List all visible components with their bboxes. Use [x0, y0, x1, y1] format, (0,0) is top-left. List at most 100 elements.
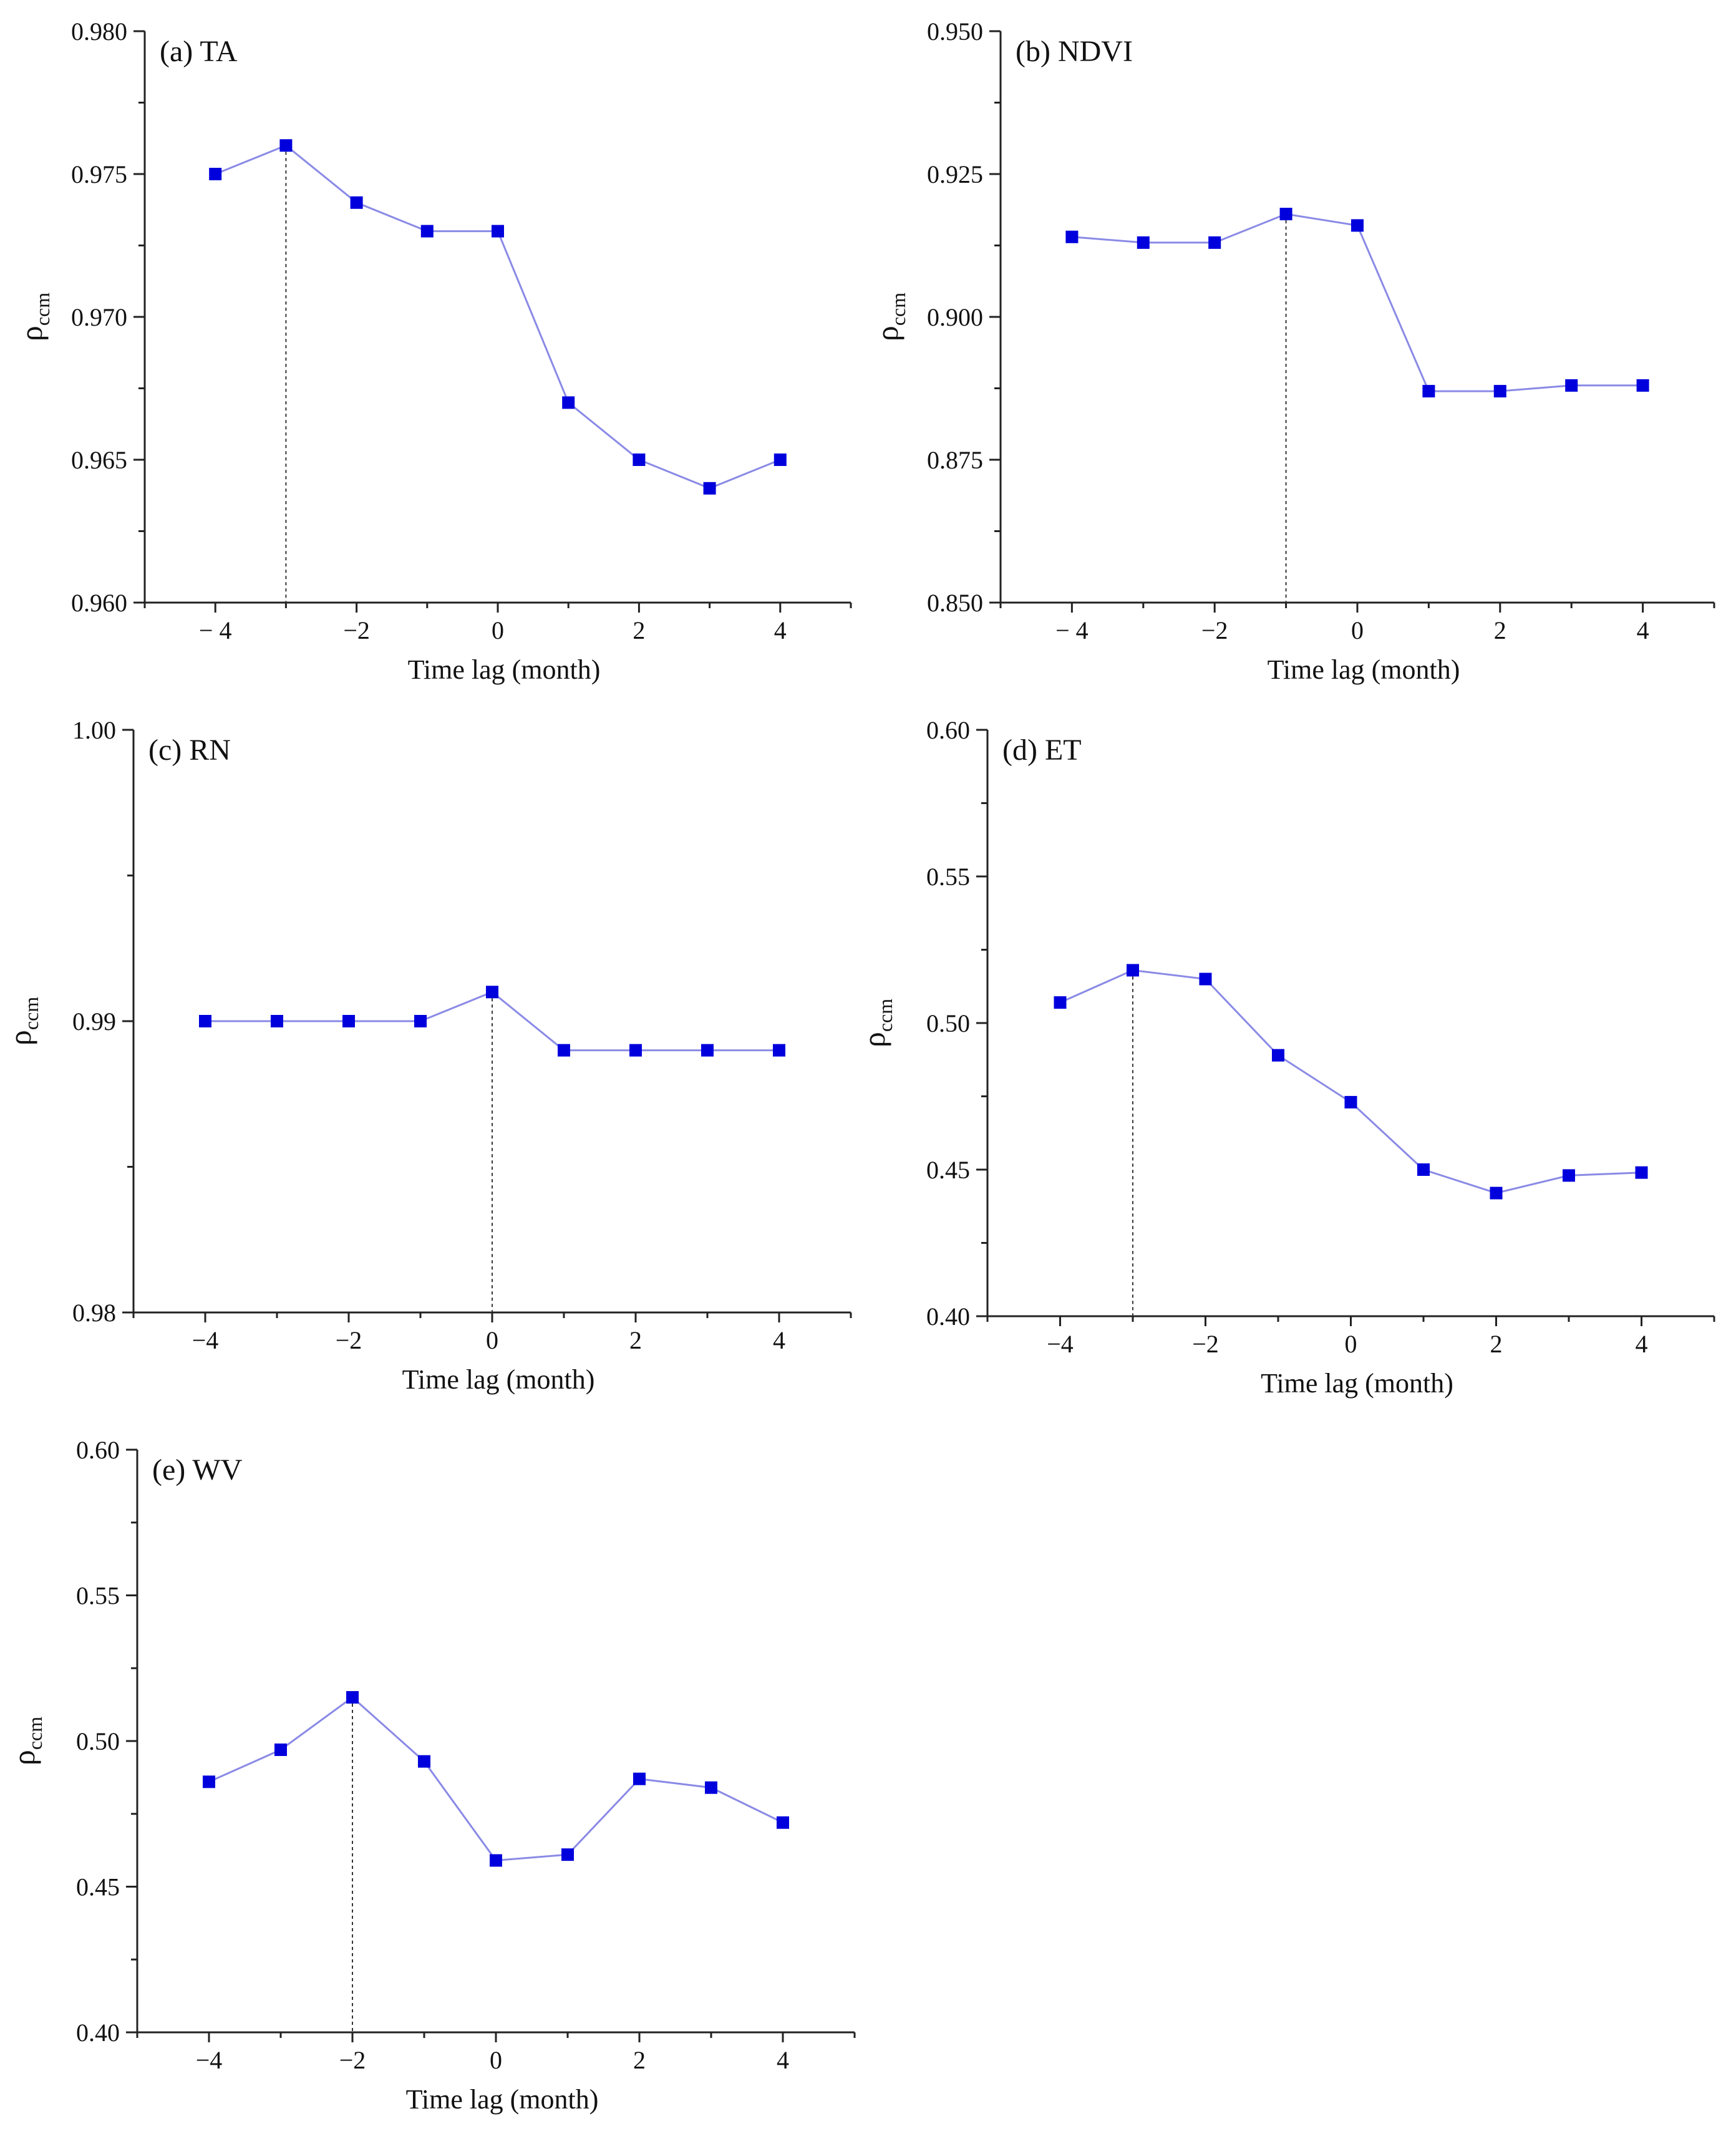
y-tick-label: 0.975 — [71, 160, 127, 188]
data-point — [418, 1755, 430, 1768]
series-line — [215, 144, 781, 490]
x-tick-label: 0 — [1345, 1330, 1357, 1358]
y-tick-label: 0.980 — [71, 17, 127, 46]
y-tick-label: 0.875 — [927, 446, 983, 474]
y-tick-label: 0.970 — [71, 303, 127, 331]
y-tick-label: 0.960 — [71, 589, 127, 617]
data-point — [562, 396, 575, 409]
data-point — [414, 1015, 427, 1027]
data-point — [1127, 964, 1139, 977]
y-tick-label: 0.40 — [76, 2019, 120, 2047]
y-tick-label: 0.60 — [76, 1436, 120, 1464]
data-point — [561, 1848, 574, 1861]
data-point — [420, 225, 434, 238]
x-tick-label: 0 — [490, 2046, 502, 2074]
y-axis-title: ρccm — [6, 1717, 46, 1765]
data-point — [1563, 1169, 1575, 1182]
y-tick-label: 0.50 — [926, 1009, 970, 1037]
chart-panel-e: −4 −2 0 2 4 0.40 0.45 0.50 0.55 0.60 Time lag (mon… — [6, 1436, 856, 2115]
chart-panel-b: − 4 −2 0 2 4 0.850 0.875 0.900 0.925 0.950 Time la… — [870, 17, 1715, 685]
y-axis-title-subscript: ccm — [887, 293, 909, 326]
data-point — [1344, 1095, 1357, 1108]
x-axis-title: Time lag (month) — [1261, 1368, 1453, 1399]
panel-title: (d) ET — [1002, 734, 1082, 767]
series-line — [1059, 969, 1642, 1195]
x-tick-label: 0 — [492, 616, 504, 644]
data-point — [203, 1775, 215, 1788]
y-axis-title-subscript: ccm — [20, 997, 42, 1030]
y-axis-title-subscript: ccm — [31, 293, 54, 326]
x-axis-title: Time lag (month) — [1268, 654, 1460, 685]
y-tick-label: 0.900 — [927, 303, 983, 331]
data-point — [777, 1816, 789, 1829]
data-point — [1635, 1166, 1648, 1179]
x-tick-label: −2 — [1201, 616, 1228, 644]
y-tick-label: 0.99 — [72, 1007, 116, 1036]
data-point — [271, 1015, 283, 1027]
data-point — [633, 1772, 646, 1785]
x-tick-label: 2 — [1490, 1330, 1503, 1358]
data-point — [558, 1044, 570, 1057]
x-tick-label: 2 — [1494, 616, 1506, 644]
y-axis-title-symbol: ρ — [14, 326, 49, 341]
panel-title: (c) RN — [148, 734, 231, 767]
y-tick-label: 0.45 — [76, 1873, 120, 1901]
x-tick-label: 2 — [629, 1326, 642, 1354]
data-point — [492, 225, 504, 238]
y-axis-title-symbol: ρ — [6, 1750, 41, 1765]
y-tick-label: 0.950 — [927, 17, 983, 46]
data-point — [346, 1690, 359, 1704]
data-point — [1490, 1186, 1503, 1200]
x-tick-label: 2 — [633, 616, 645, 644]
y-tick-label: 0.45 — [926, 1156, 970, 1184]
x-tick-label: 0 — [486, 1326, 498, 1354]
data-point — [1422, 385, 1435, 398]
chart-panel-d: −4 −2 0 2 4 0.40 0.45 0.50 0.55 0.60 Time lag (mon… — [856, 716, 1715, 1399]
data-point — [342, 1015, 355, 1027]
y-tick-label: 0.925 — [927, 160, 983, 188]
y-tick-label: 0.55 — [926, 863, 970, 891]
y-axis-title: ρccm — [14, 293, 54, 341]
chart-panel-c: −4 −2 0 2 4 0.98 0.99 1.00 Time lag (month) ρccm (… — [2, 716, 852, 1395]
data-point — [705, 1781, 717, 1794]
y-axis-title-subscript: ccm — [874, 999, 896, 1032]
x-tick-label: 0 — [1351, 616, 1364, 644]
data-point — [490, 1854, 502, 1867]
data-point — [274, 1744, 287, 1757]
x-tick-label: 4 — [1636, 1330, 1648, 1358]
data-point — [1493, 385, 1506, 398]
data-point — [486, 986, 498, 999]
x-tick-label: 2 — [633, 2046, 646, 2074]
y-axis-title-symbol: ρ — [2, 1030, 37, 1045]
x-tick-label: 4 — [773, 1326, 785, 1354]
y-tick-label: 0.850 — [927, 589, 983, 617]
data-point — [1272, 1049, 1284, 1062]
panel-title: (b) NDVI — [1016, 35, 1133, 68]
y-axis-title: ρccm — [870, 293, 909, 341]
x-tick-label: −2 — [339, 2046, 366, 2074]
series-line — [1072, 213, 1643, 392]
data-point — [1137, 236, 1150, 249]
data-point — [1208, 236, 1221, 249]
data-point — [209, 168, 222, 180]
data-point — [350, 196, 363, 209]
y-axis-title-symbol: ρ — [870, 326, 904, 341]
data-point — [1351, 219, 1364, 232]
x-tick-label: −2 — [343, 616, 370, 644]
data-point — [773, 1044, 785, 1057]
x-axis-title: Time lag (month) — [408, 654, 601, 685]
y-tick-label: 0.50 — [76, 1727, 120, 1755]
x-tick-label: −4 — [192, 1326, 219, 1354]
x-tick-label: −4 — [196, 2046, 223, 2074]
data-point — [703, 482, 716, 495]
data-point — [629, 1044, 642, 1057]
data-point — [701, 1044, 714, 1057]
x-tick-label: 4 — [1637, 616, 1649, 644]
y-tick-label: 0.98 — [72, 1299, 116, 1327]
y-tick-label: 0.60 — [926, 716, 970, 744]
data-point — [773, 454, 787, 466]
x-tick-label: −2 — [336, 1326, 362, 1354]
data-point — [1054, 996, 1067, 1009]
x-tick-label: 4 — [774, 616, 787, 644]
